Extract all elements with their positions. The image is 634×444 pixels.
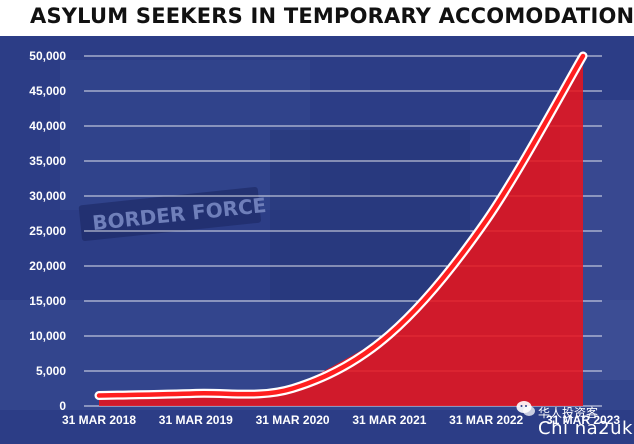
y-tick-label: 50,000 — [29, 49, 66, 63]
series-line — [96, 53, 586, 398]
y-tick-label: 5,000 — [36, 364, 66, 378]
x-tick-labels: 31 MAR 2018 31 MAR 2019 31 MAR 2020 31 MAR … — [62, 413, 620, 427]
x-tick-label: 31 MAR 2018 — [62, 413, 136, 427]
y-tick-label: 45,000 — [29, 84, 66, 98]
x-tick-label: 31 MAR 2023 — [546, 413, 620, 427]
x-tick-label: 31 MAR 2022 — [449, 413, 523, 427]
series-line-group — [94, 51, 588, 400]
y-tick-label: 15,000 — [29, 294, 66, 308]
y-tick-label: 40,000 — [29, 119, 66, 133]
y-tick-label: 0 — [59, 399, 66, 413]
x-tick-label: 31 MAR 2021 — [352, 413, 426, 427]
x-tick-label: 31 MAR 2019 — [159, 413, 233, 427]
wechat-icon — [516, 401, 535, 416]
y-tick-label: 30,000 — [29, 189, 66, 203]
y-tick-label: 10,000 — [29, 329, 66, 343]
watermark-text: 华人投资客 — [538, 406, 599, 420]
y-tick-label: 20,000 — [29, 259, 66, 273]
watermark-site: Chi na2uk — [538, 418, 633, 439]
title-bar: ASYLUM SEEKERS IN TEMPORARY ACCOMODATION — [0, 0, 634, 36]
area-polygon — [99, 56, 583, 406]
area-fill — [99, 56, 583, 406]
y-tick-labels: 50,000 45,000 40,000 35,000 30,000 25,000 20,0… — [29, 49, 66, 413]
chart-area: BORDER FORCE 50,00045,00040,00035,00030,… — [0, 36, 634, 444]
y-tick-label: 25,000 — [29, 224, 66, 238]
chart-title: ASYLUM SEEKERS IN TEMPORARY ACCOMODATION — [30, 4, 634, 28]
y-tick-label: 35,000 — [29, 154, 66, 168]
x-tick-label: 31 MAR 2020 — [256, 413, 330, 427]
